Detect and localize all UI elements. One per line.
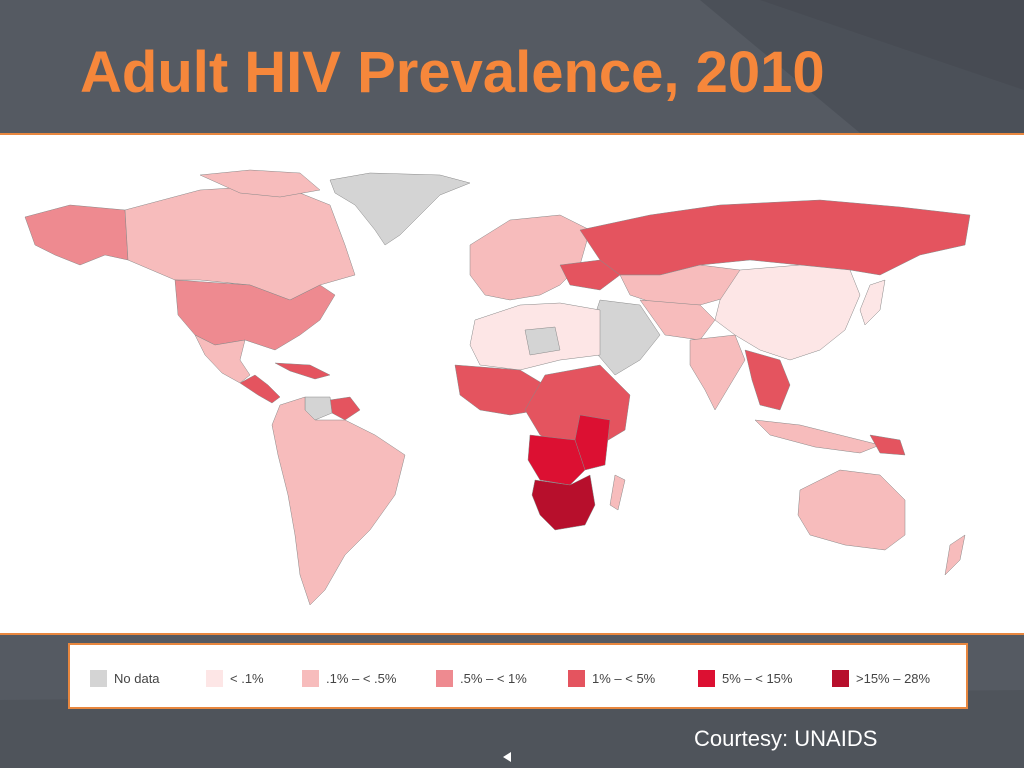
region-alaska — [24, 204, 129, 266]
legend-item-no-data: No data — [90, 669, 160, 687]
legend-label: 1% – < 5% — [592, 670, 656, 686]
region-madagascar — [609, 474, 626, 511]
region-iran — [639, 299, 716, 341]
region-canada — [124, 184, 356, 301]
legend-label: No data — [114, 670, 160, 686]
legend-item-under-0-1: < .1% — [206, 669, 264, 687]
region-russia — [579, 199, 971, 276]
legend-item-1-to-5: 1% – < 5% — [568, 669, 655, 687]
legend-swatch — [832, 669, 849, 687]
region-greenland — [329, 172, 471, 246]
region-china — [714, 264, 861, 361]
region-mexico — [194, 334, 251, 384]
region-caribbean — [274, 362, 331, 380]
legend-item-0-1-to-0-5: .1% – < .5% — [302, 669, 396, 687]
region-southern-africa-high — [531, 474, 596, 531]
legend-item-over-15: >15% – 28% — [832, 669, 930, 687]
legend-label: 5% – < 15% — [722, 670, 793, 686]
region-south-america — [271, 396, 406, 606]
legend-label: < .1% — [230, 670, 264, 686]
region-europe — [469, 214, 591, 301]
region-east-africa — [574, 414, 611, 471]
triangle-left-icon[interactable] — [503, 752, 511, 762]
world-map — [24, 169, 971, 606]
legend-label: >15% – 28% — [856, 670, 931, 686]
legend-label: .1% – < .5% — [326, 670, 397, 686]
region-southeast-asia — [744, 349, 791, 411]
region-west-africa — [454, 364, 546, 416]
region-guianas — [329, 396, 361, 421]
region-japan — [859, 279, 886, 326]
region-australia — [797, 469, 906, 551]
region-new-zealand — [944, 534, 966, 576]
legend-swatch — [90, 669, 107, 687]
region-india — [689, 334, 746, 411]
legend-swatch — [302, 669, 319, 687]
legend-item-5-to-15: 5% – < 15% — [698, 669, 792, 687]
world-map-panel — [0, 133, 1024, 635]
legend-item-0-5-to-1: .5% – < 1% — [436, 669, 527, 687]
region-papua — [869, 434, 906, 456]
legend-label: .5% – < 1% — [460, 670, 527, 686]
region-algeria — [524, 326, 561, 356]
legend-swatch — [698, 669, 715, 687]
source-credit: Courtesy: UNAIDS — [694, 726, 878, 751]
region-ukraine — [559, 259, 621, 291]
legend-swatch — [206, 669, 223, 687]
slide-title: Adult HIV Prevalence, 2010 — [80, 40, 825, 105]
region-arctic-islands — [199, 169, 321, 198]
legend-swatch — [568, 669, 585, 687]
map-legend: No data < .1% .1% – < .5% .5% – < 1% 1% … — [68, 643, 968, 709]
region-indonesia — [754, 419, 881, 454]
legend-swatch — [436, 669, 453, 687]
region-central-america — [239, 374, 281, 404]
